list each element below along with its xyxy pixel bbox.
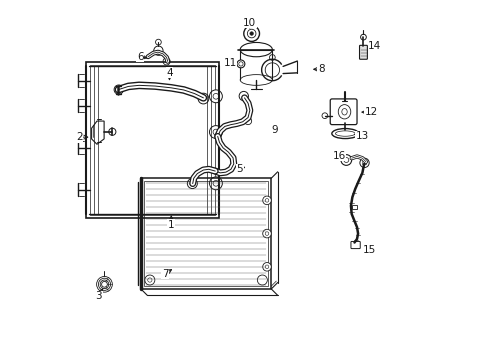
Circle shape <box>144 275 155 285</box>
Text: 2: 2 <box>76 132 82 142</box>
Text: 6: 6 <box>137 52 143 62</box>
Ellipse shape <box>331 129 358 139</box>
Text: 5: 5 <box>236 164 243 174</box>
Circle shape <box>209 126 222 139</box>
Circle shape <box>244 26 259 41</box>
Circle shape <box>262 196 271 204</box>
Circle shape <box>249 32 253 35</box>
Bar <box>85 62 219 217</box>
Circle shape <box>209 90 222 103</box>
Circle shape <box>359 158 368 167</box>
Bar <box>144 181 267 286</box>
Circle shape <box>114 85 123 94</box>
Bar <box>141 178 271 289</box>
Text: 8: 8 <box>317 64 324 74</box>
Circle shape <box>153 46 163 55</box>
Ellipse shape <box>237 60 244 68</box>
Text: 3: 3 <box>95 291 102 301</box>
Text: 1: 1 <box>167 220 174 230</box>
FancyBboxPatch shape <box>359 45 366 59</box>
Text: 13: 13 <box>355 131 368 141</box>
Ellipse shape <box>240 42 272 57</box>
Text: 15: 15 <box>362 245 375 255</box>
Circle shape <box>108 128 116 135</box>
Circle shape <box>262 229 271 238</box>
Text: 16: 16 <box>332 151 345 161</box>
Circle shape <box>244 117 251 125</box>
Text: 12: 12 <box>364 107 377 117</box>
Circle shape <box>340 155 351 165</box>
FancyBboxPatch shape <box>329 99 356 125</box>
Text: 14: 14 <box>367 41 381 51</box>
Circle shape <box>257 275 267 285</box>
Circle shape <box>209 177 222 190</box>
Text: 9: 9 <box>271 125 278 135</box>
Text: 4: 4 <box>166 68 172 78</box>
Bar <box>90 65 215 215</box>
Text: 10: 10 <box>243 18 256 28</box>
Text: 7: 7 <box>162 269 168 279</box>
Circle shape <box>262 262 271 271</box>
FancyBboxPatch shape <box>350 242 360 249</box>
Text: 11: 11 <box>223 58 236 68</box>
